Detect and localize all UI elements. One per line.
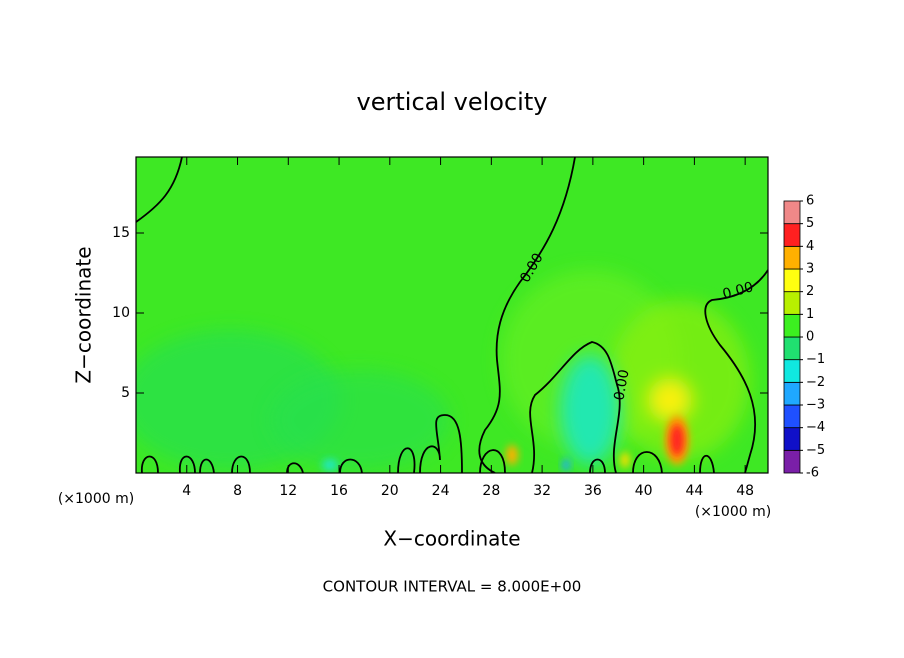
chart-title: vertical velocity	[357, 88, 548, 116]
colorbar-box	[783, 245, 801, 270]
colorbar-label: 0	[806, 330, 814, 345]
x-tick-label: 12	[279, 483, 297, 499]
colorbar-box	[783, 200, 801, 225]
colorbar-box	[783, 381, 801, 406]
x-tick-label: 4	[182, 483, 191, 499]
colorbar-box	[783, 449, 801, 474]
y-tick-label: 5	[121, 385, 130, 401]
colorbar-label: −2	[806, 375, 825, 390]
colorbar-box	[783, 268, 801, 293]
field	[136, 157, 768, 473]
colorbar-label: 4	[806, 239, 814, 254]
colorbar-label: −3	[806, 398, 825, 413]
y-axis-title: Z−coordinate	[72, 246, 96, 383]
colorbar-box	[783, 427, 801, 451]
contour-label: 0.00	[721, 279, 755, 303]
colorbar-box	[783, 404, 801, 429]
x-tick-label: 28	[482, 483, 500, 499]
colorbar-label: 3	[806, 262, 814, 277]
colorbar-box	[783, 336, 801, 361]
contour-lines	[136, 157, 768, 473]
x-axis-title: X−coordinate	[383, 527, 520, 551]
x-tick-label: 48	[736, 483, 754, 499]
colorbar-box	[783, 291, 801, 315]
y-tick-label: 10	[112, 305, 130, 321]
x-tick-label: 44	[685, 483, 703, 499]
colorbar-label: −4	[806, 420, 825, 435]
x-unit-label: (×1000 m)	[695, 504, 771, 520]
colorbar-box	[783, 223, 801, 247]
colorbar-box	[783, 359, 801, 383]
x-tick-label: 36	[584, 483, 602, 499]
x-unit-label: (×1000 m)	[58, 491, 134, 507]
plot-frame	[135, 156, 769, 474]
colorbar-label: 5	[806, 216, 814, 231]
colorbar-label: 1	[806, 307, 814, 322]
colorbar-label: −1	[806, 352, 825, 367]
x-tick-label: 8	[233, 483, 242, 499]
x-tick-label: 16	[330, 483, 348, 499]
x-tick-label: 40	[635, 483, 653, 499]
colorbar-label: 2	[806, 284, 814, 299]
colorbar-label: 6	[806, 194, 814, 209]
colorbar-label: -6	[806, 466, 819, 481]
contour-label: 0.00	[611, 368, 632, 401]
y-tick-label: 15	[112, 225, 130, 241]
x-tick-label: 24	[432, 483, 450, 499]
x-tick-label: 32	[533, 483, 551, 499]
footer: CONTOUR INTERVAL = 8.000E+00	[323, 578, 582, 596]
colorbar-label: −5	[806, 443, 825, 458]
x-tick-label: 20	[381, 483, 399, 499]
colorbar-box	[783, 313, 801, 338]
